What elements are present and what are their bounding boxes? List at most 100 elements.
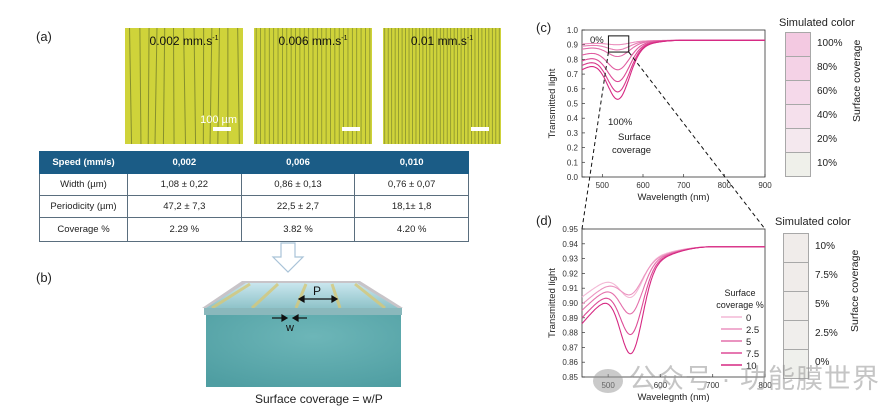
- color-swatch: [783, 233, 809, 263]
- y-tick-label: 0.1: [567, 158, 579, 167]
- y-tick-label: 0.90: [562, 299, 578, 308]
- series-line-10pct: [581, 39, 765, 51]
- down-arrow-icon: [271, 242, 305, 273]
- color-swatch: [783, 262, 809, 292]
- scale-bar-label: 100 µm: [200, 114, 237, 126]
- micrograph-2: 0.006 mm.s-1: [254, 28, 372, 144]
- coating-layer: [204, 308, 402, 315]
- x-tick-label: 700: [677, 181, 691, 190]
- y-tick-label: 0.4: [567, 114, 579, 123]
- y-tick-label: 0.89: [562, 314, 578, 323]
- y-tick-label: 0.8: [567, 55, 579, 64]
- color-swatch: [783, 291, 809, 321]
- speed-exponent: -1: [212, 35, 219, 42]
- scale-bar: [342, 127, 360, 131]
- swatch-label: 7.5%: [815, 270, 838, 281]
- color-swatch: [785, 152, 811, 177]
- color-swatch: [785, 56, 811, 81]
- swatch-title-d: Simulated color: [775, 216, 851, 228]
- y-tick-label: 0.5: [567, 100, 579, 109]
- row-label: Coverage %: [39, 217, 128, 242]
- y-tick-label: 0.87: [562, 343, 578, 352]
- table-cell: 22,5 ± 2,7: [240, 195, 356, 218]
- speed-exponent: -1: [341, 35, 348, 42]
- table-header-row: Speed (mm/s) 0,002 0,006 0,010: [39, 151, 469, 174]
- y-tick-label: 0.6: [567, 85, 579, 94]
- scale-bar: [213, 127, 231, 131]
- panel-label-d: (d): [536, 213, 552, 228]
- watermark-text: 公众号 · 功能膜世界: [629, 364, 880, 394]
- speed-text: 0.01 mm.s: [410, 34, 467, 48]
- stripe-line: [154, 28, 158, 144]
- chart-annotation: 100%: [608, 117, 633, 128]
- x-tick-label: 800: [758, 381, 772, 390]
- legend-label: 0: [746, 313, 751, 324]
- micrograph-stripes: [125, 28, 243, 144]
- color-swatch: [785, 128, 811, 153]
- stripe-line: [129, 28, 133, 144]
- micrograph-speed-label: 0.01 mm.s-1: [383, 34, 501, 48]
- y-tick-label: 0.92: [562, 269, 578, 278]
- color-swatch: [785, 104, 811, 129]
- color-swatch: [783, 320, 809, 350]
- stripe-line: [139, 28, 142, 144]
- table-cell: 2.29 %: [127, 217, 242, 242]
- speed-text: 0.006 mm.s: [278, 34, 342, 48]
- micrograph-stripes: [383, 28, 501, 144]
- table-cell: 47,2 ± 7,3: [127, 195, 242, 218]
- y-tick-label: 0.3: [567, 129, 579, 138]
- y-tick-label: 0.7: [567, 70, 579, 79]
- y-axis-label: Transmitted light: [547, 268, 558, 338]
- stripe-line: [172, 28, 175, 144]
- swatch-label: 100%: [817, 37, 843, 49]
- table-cell: 18,1± 1,8: [354, 195, 469, 218]
- wechat-icon: [593, 368, 623, 393]
- swatch-axis-label-d: Surface coverage: [849, 249, 861, 332]
- header-cell: 0,006: [240, 151, 356, 174]
- stripe-line: [183, 28, 187, 144]
- x-tick-label: 900: [758, 181, 772, 190]
- legend-label: 10: [746, 361, 757, 372]
- speed-exponent: -1: [466, 35, 474, 42]
- legend-label: 2.5: [746, 325, 759, 336]
- swatch-label: 10%: [817, 157, 838, 169]
- micrograph-speed-label: 0.006 mm.s-1: [254, 34, 372, 48]
- legend-title: Surface: [724, 288, 755, 298]
- y-tick-label: 0.93: [562, 255, 578, 264]
- stripe-line: [193, 28, 197, 144]
- stripe-line: [162, 28, 166, 144]
- table-cell: 0,86 ± 0,13: [240, 173, 356, 196]
- table-row: Width (µm) 1,08 ± 0,22 0,86 ± 0,13 0,76 …: [39, 173, 469, 196]
- zoom-box: [607, 35, 630, 53]
- x-tick-label: 600: [654, 381, 668, 390]
- stripe-lines: [211, 282, 386, 310]
- header-cell: 0,002: [127, 151, 242, 174]
- swatch-label: 40%: [817, 109, 838, 121]
- x-axis-label: Wavelength (nm): [638, 192, 710, 203]
- micrograph-background: [383, 28, 501, 144]
- transmission-chart-full: 0.0 0.1 0.2 0.3 0.4 0.5 0.6 0.7 0.8 0.9 1.0 500 600 7…: [547, 26, 772, 203]
- series-line-100pct: [581, 39, 765, 100]
- x-tick-label: 500: [596, 181, 610, 190]
- stripe-line: [217, 28, 220, 144]
- swatch-label: 20%: [817, 133, 838, 145]
- swatch-axis-label-c: Surface coverage: [851, 39, 863, 122]
- y-tick-label: 0.85: [562, 373, 578, 382]
- swatch-label: 10%: [815, 241, 836, 252]
- header-cell: Speed (mm/s): [39, 151, 128, 174]
- x-tick-label: 600: [636, 181, 650, 190]
- chart-annotation: Surface: [618, 132, 651, 143]
- swatch-title-c: Simulated color: [779, 17, 855, 29]
- legend-title: coverage %: [716, 300, 764, 310]
- color-swatch: [785, 32, 811, 57]
- panel-label-a: (a): [36, 29, 52, 44]
- y-tick-label: 1.0: [567, 26, 579, 35]
- color-swatch: [785, 80, 811, 105]
- table-cell: 3.82 %: [240, 217, 356, 242]
- table-row: Periodicity (µm) 47,2 ± 7,3 22,5 ± 2,7 1…: [39, 195, 469, 218]
- table-cell: 4.20 %: [354, 217, 469, 242]
- y-tick-label: 0.0: [567, 173, 579, 182]
- swatch-label: 2.5%: [815, 328, 838, 339]
- stripe-line: [209, 28, 213, 144]
- x-axis-label: Wavelegnth (nm): [638, 392, 710, 403]
